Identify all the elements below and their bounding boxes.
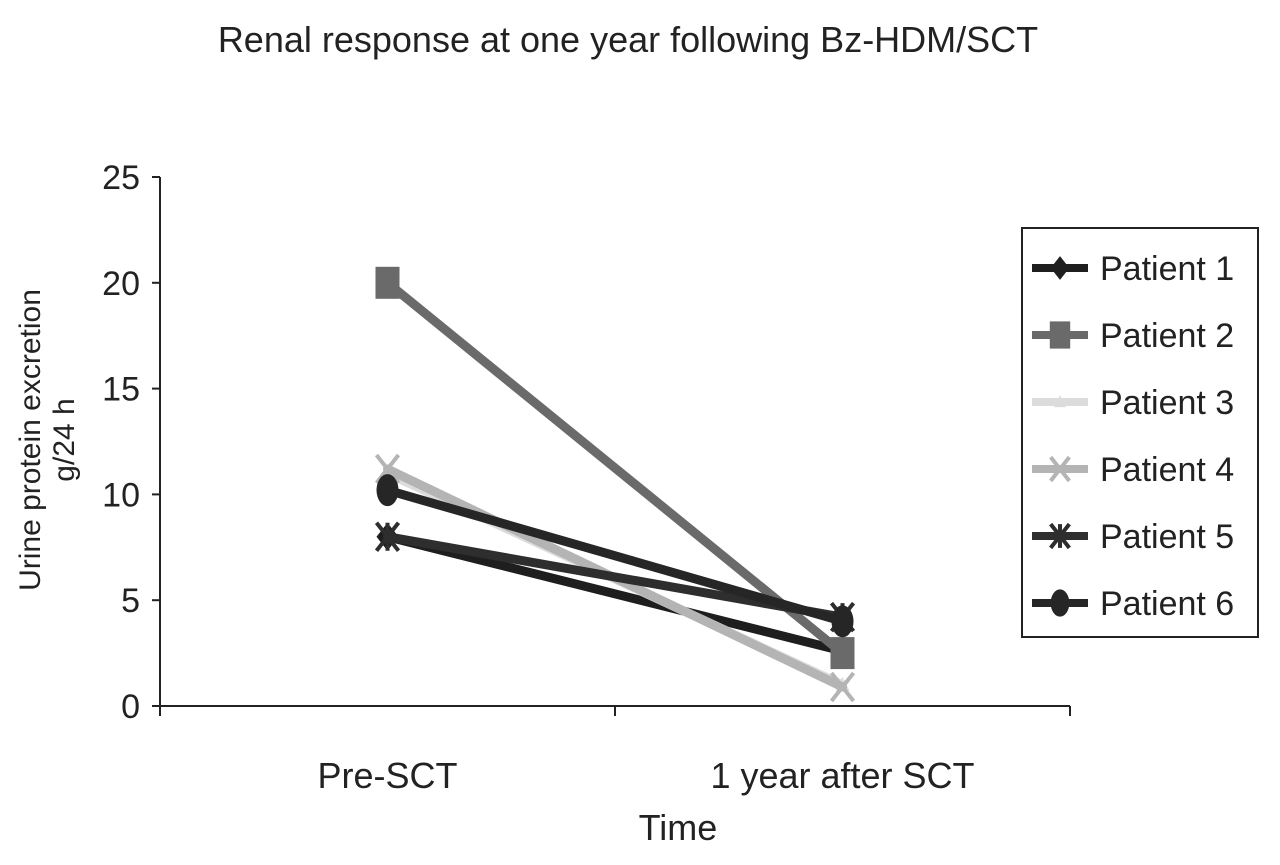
y-tick-label: 25 [102, 159, 140, 197]
data-point-marker [374, 521, 401, 552]
chart-title: Renal response at one year following Bz-… [218, 19, 1038, 60]
data-point-marker [375, 266, 400, 299]
y-tick-label: 0 [121, 688, 140, 726]
series-line [383, 485, 847, 626]
legend-label: Patient 4 [1100, 451, 1234, 489]
data-point-marker [1050, 256, 1070, 280]
data-point-marker [376, 474, 399, 507]
legend: Patient 1 Patient 2 Patient 3 Patient 4 Pati… [1021, 227, 1259, 638]
legend-label: Patient 1 [1100, 250, 1234, 288]
legend-label: Patient 3 [1100, 384, 1234, 422]
y-tick-label: 20 [102, 265, 140, 303]
x-tick-label: 1 year after SCT [710, 755, 974, 796]
y-tick-label: 10 [102, 476, 140, 514]
data-point-marker [1049, 455, 1071, 483]
legend-label: Patient 6 [1100, 585, 1234, 623]
data-point-marker [829, 671, 856, 703]
data-point-marker [1049, 522, 1071, 550]
legend-item: Patient 4 [1032, 451, 1234, 489]
legend-item: Patient 6 [1032, 585, 1234, 623]
data-point-marker [830, 637, 855, 670]
series-patient-5 [374, 521, 856, 633]
data-point-marker [1054, 395, 1066, 408]
series-line [383, 532, 847, 656]
y-tick-label: 5 [121, 582, 140, 620]
legend-item: Patient 5 [1032, 518, 1234, 556]
legend-label: Patient 5 [1100, 518, 1234, 556]
legend-item: Patient 1 [1032, 250, 1234, 288]
legend-label: Patient 2 [1100, 317, 1234, 355]
series-patient-6 [376, 474, 854, 638]
y-tick-label: 15 [102, 371, 140, 409]
y-axis-label-line1: Urine protein excretion [14, 289, 47, 591]
legend-item: Patient 2 [1032, 317, 1234, 355]
legend-item: Patient 3 [1032, 384, 1234, 422]
x-tick-label: Pre-SCT [317, 755, 457, 796]
series-patient-2 [375, 266, 855, 670]
legend-box [1021, 227, 1259, 638]
series-line [383, 278, 847, 658]
data-point-marker [1050, 589, 1070, 617]
y-axis-label-line2: g/24 h [48, 398, 81, 481]
x-axis-label: Time [639, 807, 718, 848]
data-point-marker [831, 605, 854, 638]
y-axis-label: Urine protein excretion g/24 h [14, 289, 81, 591]
data-point-marker [1049, 321, 1071, 349]
